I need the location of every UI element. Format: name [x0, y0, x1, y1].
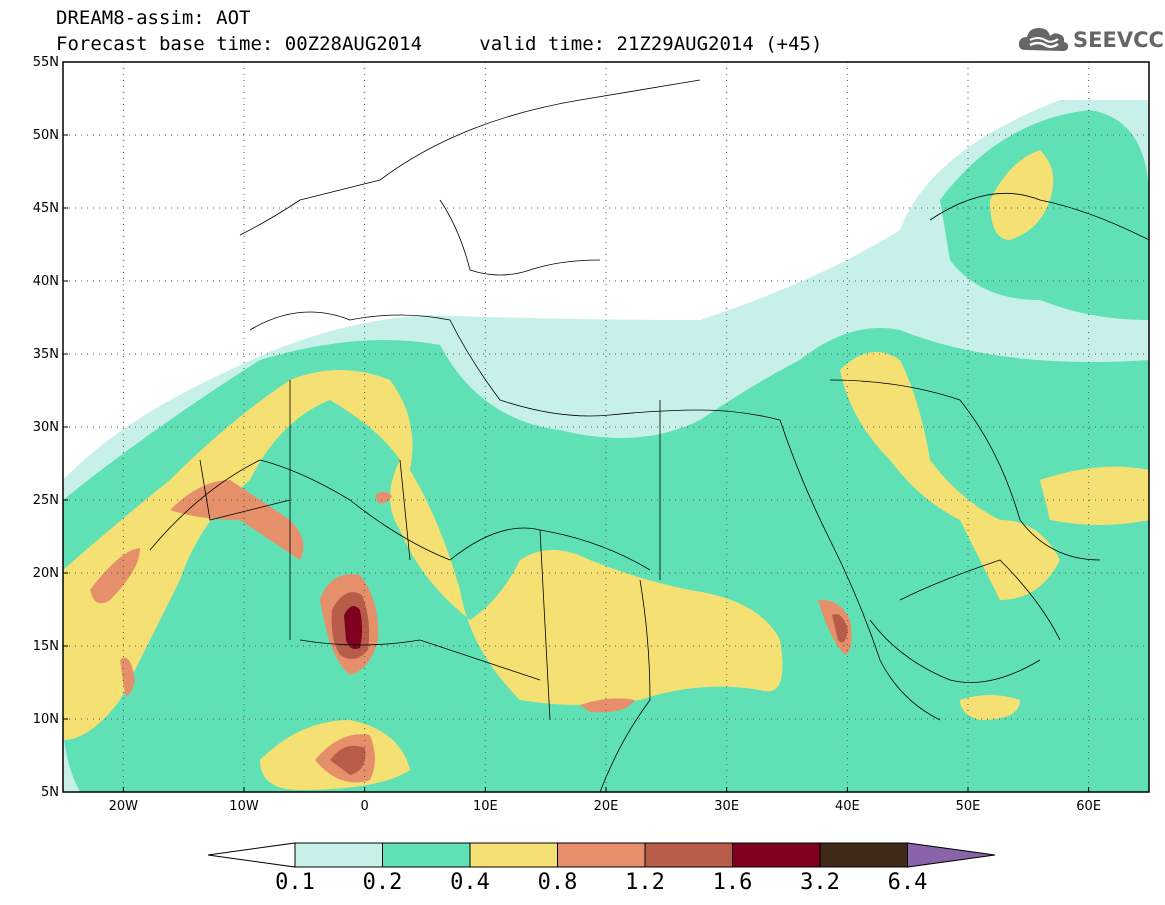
lat-label: 40N: [33, 274, 59, 289]
graticule: [63, 62, 1149, 792]
lon-label: 0: [361, 799, 369, 814]
lon-label: 60E: [1076, 799, 1101, 814]
colorbar-swatch: [644, 842, 733, 868]
colorbar-level-label: 0.8: [537, 870, 578, 895]
valid-time: valid time: 21Z29AUG2014 (+45): [479, 33, 823, 55]
lon-label: 10E: [473, 799, 498, 814]
lat-label: 15N: [33, 639, 59, 654]
logo-text: SEEVCCC: [1073, 28, 1165, 52]
colorbar-swatch: [557, 842, 646, 868]
colorbar-level-label: 1.6: [712, 870, 753, 895]
lon-label: 10W: [229, 799, 259, 814]
lat-label: 35N: [33, 347, 59, 362]
lat-label: 25N: [33, 493, 59, 508]
colorbar-swatch: [382, 842, 471, 868]
lat-label: 5N: [41, 785, 59, 800]
aot-field: [63, 79, 1149, 792]
lat-label: 55N: [33, 55, 59, 70]
lon-label: 20W: [109, 799, 139, 814]
colorbar-over-triangle: [907, 842, 996, 868]
lat-label: 10N: [33, 712, 59, 727]
lat-label: 30N: [33, 420, 59, 435]
lon-label: 40E: [835, 799, 860, 814]
colorbar-level-label: 0.4: [450, 870, 490, 895]
forecast-time-line: Forecast base time: 00Z28AUG2014 valid t…: [56, 34, 822, 55]
colorbar-under-triangle: [207, 842, 296, 868]
colorbar-level-label: 6.4: [887, 870, 928, 895]
colorbar-level-label: 1.2: [625, 870, 665, 895]
colorbar-swatch: [732, 842, 821, 868]
colorbar-swatch: [819, 842, 908, 868]
colorbar-level-label: 0.1: [275, 870, 315, 895]
lat-label: 45N: [33, 201, 59, 216]
colorbar-level-label: 3.2: [800, 870, 840, 895]
longitude-labels: 20W 10W 0 10E 20E 30E 40E 50E 60E: [109, 787, 1101, 814]
colorbar-swatch: [469, 842, 558, 868]
lon-label: 30E: [714, 799, 739, 814]
seevccc-logo: SEEVCCC: [1018, 24, 1165, 56]
aot-band-1.6: [344, 606, 362, 649]
lat-label: 50N: [33, 128, 59, 143]
latitude-labels: 5N 10N 15N 20N 25N 30N 35N 40N 45N 50N 55N: [33, 55, 68, 800]
colorbar-level-label: 0.2: [362, 870, 403, 895]
lat-label: 20N: [33, 566, 59, 581]
colorbar-swatch: [294, 842, 383, 868]
country-borders: [149, 79, 1149, 792]
colorbar: [207, 842, 996, 868]
forecast-base-time: Forecast base time: 00Z28AUG2014: [56, 33, 423, 55]
lon-label: 20E: [594, 799, 619, 814]
lon-label: 50E: [956, 799, 981, 814]
map-title: DREAM8-assim: AOT: [56, 7, 251, 29]
cloud-icon: [1018, 28, 1069, 51]
